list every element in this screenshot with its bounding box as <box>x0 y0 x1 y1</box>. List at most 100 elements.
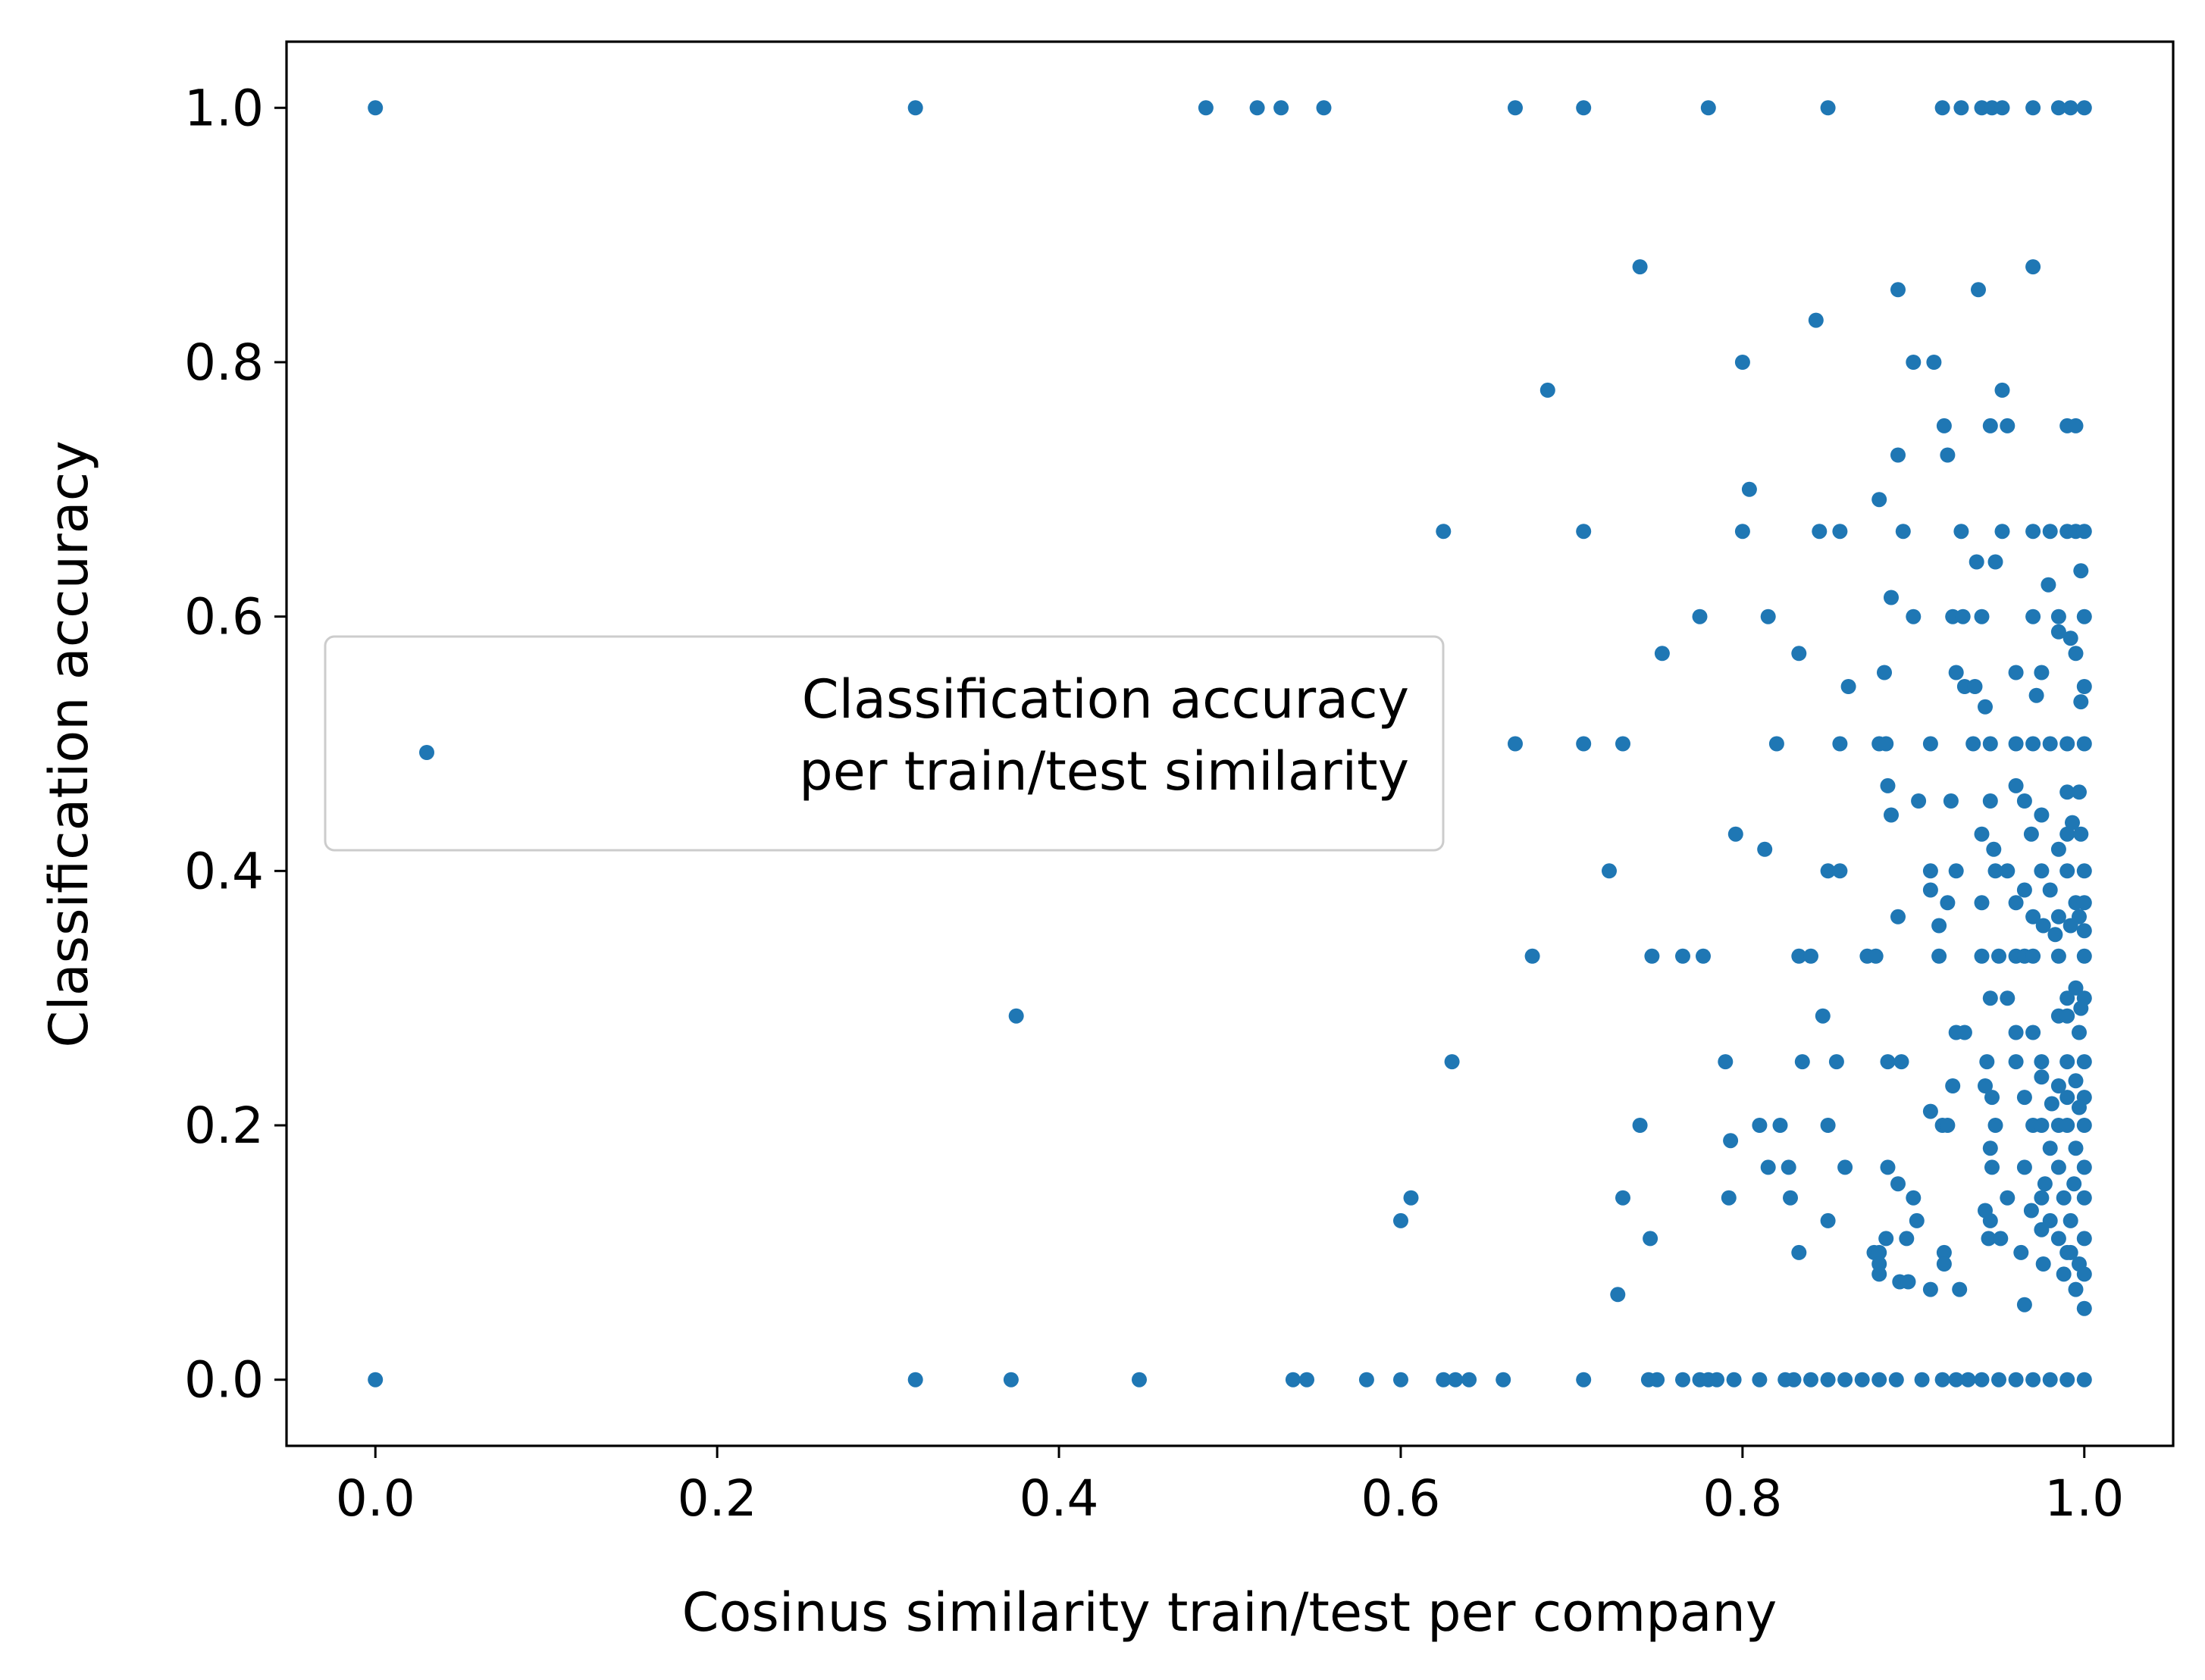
data-point <box>2076 524 2092 540</box>
data-point <box>1273 100 1289 116</box>
data-point <box>1974 826 1990 842</box>
data-point <box>1948 1372 1964 1387</box>
data-point <box>2013 1244 2029 1260</box>
data-point <box>2000 863 2016 879</box>
data-point <box>1644 948 1660 964</box>
data-point <box>2034 1069 2050 1085</box>
data-point <box>1783 1190 1798 1206</box>
data-point <box>1971 282 1986 298</box>
data-point <box>2062 100 2078 116</box>
data-point <box>1956 1025 1972 1040</box>
data-point <box>2050 624 2066 640</box>
y-tick-label: 0.4 <box>184 842 264 900</box>
data-point <box>1752 1372 1768 1387</box>
data-point <box>1934 1372 1950 1387</box>
data-point <box>1979 1054 1995 1070</box>
data-point <box>1791 646 1807 662</box>
data-point <box>1632 1118 1648 1133</box>
data-point <box>1895 524 1911 540</box>
data-point <box>2059 784 2075 800</box>
data-point <box>1772 1118 1788 1133</box>
legend-marker <box>419 745 434 760</box>
data-point <box>2059 863 2075 879</box>
data-point <box>1820 863 1836 879</box>
data-point <box>1888 1372 1904 1387</box>
y-tick-label: 0.2 <box>184 1097 264 1155</box>
data-point <box>2023 826 2039 842</box>
data-point <box>1922 863 1938 879</box>
data-point <box>2000 990 2016 1006</box>
data-point <box>1808 312 1824 328</box>
data-point <box>2050 608 2066 624</box>
data-point <box>1931 948 1947 964</box>
data-point <box>2041 577 2056 593</box>
data-point <box>2059 990 2075 1006</box>
data-point <box>1249 100 1265 116</box>
data-point <box>2035 918 2051 934</box>
data-point <box>1890 447 1906 463</box>
data-point <box>2073 1000 2089 1016</box>
y-tick-label: 0.0 <box>184 1351 264 1409</box>
data-point <box>1576 100 1592 116</box>
data-point <box>1820 1118 1836 1133</box>
data-point <box>2035 1256 2051 1272</box>
data-point <box>1871 492 1887 508</box>
data-point <box>1576 1372 1592 1387</box>
data-point <box>1987 554 2003 570</box>
data-point <box>1791 1244 1807 1260</box>
data-point <box>2025 909 2041 924</box>
data-point <box>1880 1159 1896 1175</box>
data-point <box>1982 418 1998 433</box>
data-point <box>1803 948 1818 964</box>
data-point <box>1285 1372 1301 1387</box>
data-point <box>1974 608 1990 624</box>
x-axis-ticks: 0.0 0.2 0.4 0.6 0.8 1.0 <box>336 1446 2124 1528</box>
data-point <box>2000 418 2016 433</box>
data-point <box>1768 736 1784 752</box>
data-point <box>1953 524 1969 540</box>
data-point <box>1906 355 1922 370</box>
data-point <box>1654 646 1670 662</box>
data-point <box>1643 1231 1658 1247</box>
data-point <box>2008 736 2024 752</box>
x-tick-label: 0.0 <box>336 1469 415 1528</box>
data-point <box>1926 355 1942 370</box>
data-point <box>1936 418 1952 433</box>
data-point <box>1815 1008 1831 1024</box>
data-point <box>2073 563 2089 579</box>
data-point <box>2059 826 2075 842</box>
data-point <box>2059 1118 2075 1133</box>
data-point <box>1632 259 1648 275</box>
data-point <box>1741 481 1757 497</box>
data-point <box>2073 694 2089 710</box>
data-point <box>2034 1222 2050 1237</box>
data-point <box>2062 918 2078 934</box>
data-point <box>907 1372 923 1387</box>
legend: Classification accuracy per train/test si… <box>324 635 1445 852</box>
data-point <box>2042 882 2058 898</box>
data-point <box>2008 665 2024 680</box>
data-point <box>1991 948 2006 964</box>
data-point <box>1508 736 1523 752</box>
x-tick-label: 0.2 <box>678 1469 757 1528</box>
y-axis-ticks: 0.0 0.2 0.4 0.6 0.8 1.0 <box>184 79 287 1409</box>
data-point <box>1936 1256 1952 1272</box>
data-point <box>2050 1231 2066 1247</box>
data-point <box>2050 948 2066 964</box>
x-tick-label: 0.4 <box>1019 1469 1099 1528</box>
data-point <box>1993 1231 2009 1247</box>
data-point <box>2034 665 2050 680</box>
data-point <box>1994 524 2010 540</box>
data-point <box>1675 948 1690 964</box>
data-point <box>2016 882 2032 898</box>
data-point <box>1316 100 1332 116</box>
data-point <box>907 100 923 116</box>
data-point <box>2068 418 2084 433</box>
data-point <box>2050 841 2066 857</box>
data-point <box>2050 1078 2066 1093</box>
data-point <box>1734 355 1750 370</box>
data-point <box>2025 100 2041 116</box>
data-point <box>1726 1372 1742 1387</box>
data-point <box>1576 736 1592 752</box>
